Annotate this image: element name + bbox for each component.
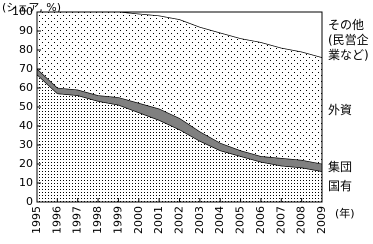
y-tick-label: 0 xyxy=(26,195,33,208)
x-tick-label: 1999 xyxy=(111,206,124,234)
x-tick-label: 2003 xyxy=(193,206,206,234)
x-tick-label: 2002 xyxy=(173,206,186,234)
y-tick-label: 70 xyxy=(19,62,33,75)
x-tick-label: 2005 xyxy=(234,206,247,234)
x-tick-label: 2007 xyxy=(274,206,287,234)
x-tick-label: 2006 xyxy=(254,206,267,234)
series-label: 国有 xyxy=(328,179,353,194)
x-tick-label: 2008 xyxy=(295,206,308,234)
y-tick-label: 10 xyxy=(19,176,33,189)
y-tick-label: 90 xyxy=(19,24,33,37)
series-label: 外資 xyxy=(328,103,353,118)
series-label: 集団 xyxy=(328,160,353,175)
y-axis-label: (シェア, %) xyxy=(2,1,61,14)
y-tick-label: 60 xyxy=(19,81,33,94)
x-tick-label: 1996 xyxy=(50,206,63,234)
x-tick-label: 2000 xyxy=(132,206,145,234)
x-axis-label: (年) xyxy=(335,206,355,220)
x-tick-label: 2001 xyxy=(152,206,165,234)
y-tick-label: 40 xyxy=(19,119,33,132)
y-tick-label: 30 xyxy=(19,138,33,151)
x-tick-label: 2004 xyxy=(213,206,226,234)
series-label: その他(民営企業など) xyxy=(328,18,369,62)
y-tick-label: 80 xyxy=(19,43,33,56)
x-tick-label: 1997 xyxy=(71,206,84,234)
y-tick-label: 50 xyxy=(19,100,33,113)
x-tick-label: 1995 xyxy=(30,206,43,234)
x-tick-label: 1998 xyxy=(91,206,104,234)
y-tick-label: 100 xyxy=(12,5,33,18)
x-tick-label: 2009 xyxy=(315,206,328,234)
y-tick-label: 20 xyxy=(19,157,33,170)
